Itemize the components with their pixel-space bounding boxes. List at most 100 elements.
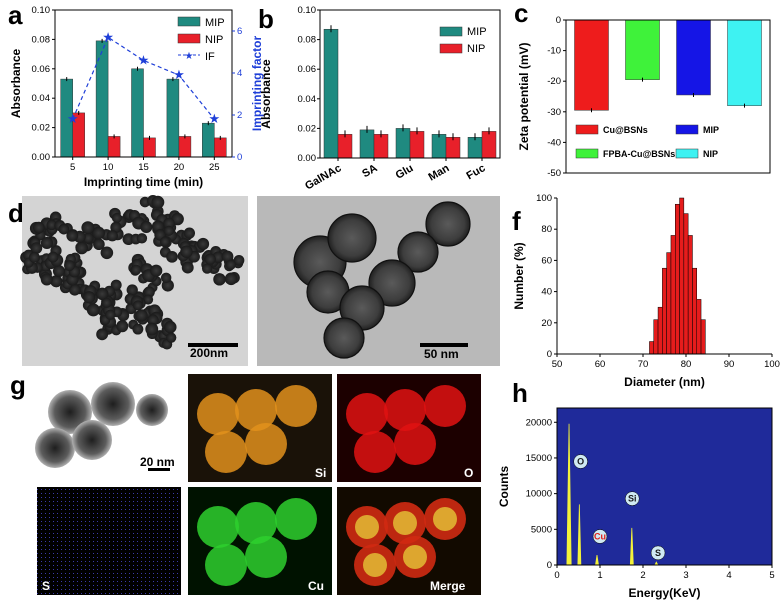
bar-NIP xyxy=(727,19,762,106)
x-tick-label: 2 xyxy=(640,570,645,581)
x-tick-label: 50 xyxy=(552,359,563,370)
y-tick-label: -20 xyxy=(547,76,561,87)
element-signal xyxy=(205,544,247,586)
nanoparticle xyxy=(28,251,40,263)
map-s xyxy=(37,487,181,595)
scale-bar-d xyxy=(188,343,238,347)
x-tick-label: GalNAc xyxy=(303,162,343,192)
legend-label: IF xyxy=(205,51,215,63)
y-tick-label: 20000 xyxy=(526,417,552,428)
nanoparticle xyxy=(201,263,213,274)
x-tick-label: 3 xyxy=(683,570,688,581)
nanoparticle xyxy=(180,245,193,258)
panel-label-c: c xyxy=(514,0,528,28)
bar-MIP xyxy=(676,19,711,96)
y-tick-label: 0.00 xyxy=(298,153,317,164)
nanoparticle xyxy=(35,428,75,468)
bar-nip-20 xyxy=(178,136,192,158)
nanoparticle xyxy=(327,213,377,263)
nanoparticle xyxy=(47,251,59,263)
x-tick-label: 10 xyxy=(103,162,114,173)
nanoparticle xyxy=(96,328,109,341)
tem-image-e: 50 nm xyxy=(257,196,500,366)
nanoparticle xyxy=(181,261,194,274)
nanoparticle xyxy=(81,221,95,235)
nanoparticle xyxy=(425,201,471,247)
bar-nip-GalNAc xyxy=(337,134,353,159)
element-signal xyxy=(355,515,379,539)
histogram-bar-83 xyxy=(696,299,702,355)
x-tick-label: 70 xyxy=(638,359,649,370)
x-tick-label: 0 xyxy=(554,570,559,581)
y-tick-label: 0.00 xyxy=(32,152,51,163)
plot-frame xyxy=(556,407,773,566)
nanoparticle xyxy=(163,217,175,230)
nanoparticle xyxy=(91,382,135,426)
peak-label-bubble xyxy=(592,529,608,544)
element-signal xyxy=(245,536,287,578)
nanoparticle xyxy=(46,219,57,231)
x-axis-label: Diameter (nm) xyxy=(624,375,705,389)
bar-mip-15 xyxy=(131,68,144,158)
element-signal xyxy=(346,393,388,435)
legend-label: MIP xyxy=(703,125,719,135)
nanoparticle xyxy=(183,227,196,239)
plot-background xyxy=(557,408,772,565)
y-tick-label: 40 xyxy=(541,287,552,298)
chart-size-distribution: 0 20 40 60 80 100 50 60 70 80 90 100 Diameter (nm) Nu… xyxy=(512,193,780,389)
legend-label: MIP xyxy=(467,26,487,38)
nanoparticle xyxy=(95,287,109,301)
bar-Cu@BSNs xyxy=(574,19,609,111)
x-tick-label: 100 xyxy=(764,359,780,370)
y-tick-label: 0.08 xyxy=(32,34,51,45)
nanoparticle xyxy=(106,230,118,242)
nanoparticle xyxy=(100,246,114,260)
y-tick-label: 100 xyxy=(536,193,552,204)
y-tick-label: 5000 xyxy=(531,524,552,535)
chart-zeta-potential: 0 -10 -20 -30 -40 -50 Zeta potential (mV) Cu@BS… xyxy=(517,15,771,179)
y-axis-label: Zeta potential (mV) xyxy=(517,42,531,150)
element-signal xyxy=(403,545,427,569)
y-tick-label: 0.04 xyxy=(32,93,51,104)
legend-swatch xyxy=(675,124,699,135)
histogram-bar-79 xyxy=(679,197,685,355)
y-tick-label: -50 xyxy=(547,168,561,179)
x-tick-label: 1 xyxy=(597,570,602,581)
nanoparticle xyxy=(163,225,174,236)
nanoparticle xyxy=(221,250,234,263)
nanoparticle xyxy=(224,272,238,286)
nanoparticle xyxy=(130,264,142,275)
bar-nip-SA xyxy=(373,134,389,159)
tem-image-d: 200nm xyxy=(20,194,248,366)
nanoparticle xyxy=(48,390,92,434)
map-label-s: S xyxy=(42,579,50,593)
y-tick-label: 80 xyxy=(541,224,552,235)
nanoparticle xyxy=(145,322,159,336)
y-tick-label: 20 xyxy=(541,318,552,329)
legend-label: Cu@BSNs xyxy=(603,125,648,135)
if-point-15: ★ xyxy=(138,53,150,68)
y2-axis-label: Imprinting factor xyxy=(250,36,264,132)
nanoparticle-zoom xyxy=(293,201,471,359)
element-signal xyxy=(363,553,387,577)
y2-tick-label: 2 xyxy=(237,110,242,121)
nanoparticle xyxy=(32,221,45,234)
histogram-bar-82 xyxy=(692,267,698,355)
element-signal xyxy=(384,389,426,431)
element-signal xyxy=(235,502,277,544)
nanoparticle xyxy=(132,300,143,311)
y-tick-label: 0 xyxy=(556,15,561,26)
x-axis-label: Imprinting time (min) xyxy=(84,175,203,189)
bar-mip-25 xyxy=(202,122,215,158)
legend-label: NIP xyxy=(205,34,223,46)
panel-label-b: b xyxy=(258,4,274,34)
y2-tick-label: 0 xyxy=(237,152,242,163)
map-label-o: O xyxy=(464,466,473,480)
x-tick-label: 80 xyxy=(681,359,692,370)
legend-swatch xyxy=(439,43,463,54)
nanoparticle xyxy=(136,233,148,244)
legend-swatch xyxy=(177,33,201,44)
nanoparticle xyxy=(111,212,122,223)
y-axis-label: Counts xyxy=(497,466,511,508)
nanoparticle xyxy=(164,320,177,334)
